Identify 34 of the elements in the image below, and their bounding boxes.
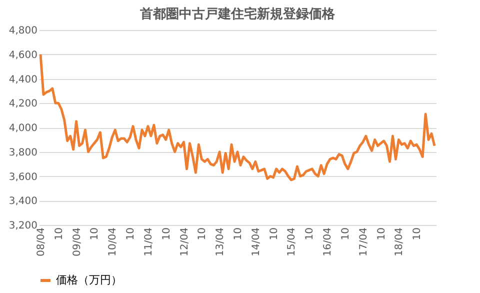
x-tick-label: 10 xyxy=(126,228,137,240)
y-tick-label: 4,000 xyxy=(8,123,38,134)
y-tick-label: 3,600 xyxy=(8,172,38,183)
line-series xyxy=(39,53,436,182)
y-tick-label: 4,200 xyxy=(8,98,38,110)
x-tick-label: 10 xyxy=(197,228,208,240)
y-tick-label: 3,400 xyxy=(8,196,38,208)
x-tick-label: 12/04 xyxy=(179,228,190,256)
x-tick-label: 10 xyxy=(340,228,352,240)
y-tick-label: 3,200 xyxy=(8,220,38,232)
x-tick-label: 10/04 xyxy=(108,228,119,256)
x-tick-label: 10 xyxy=(412,228,424,240)
x-tick-label: 15/04 xyxy=(286,228,298,256)
x-tick-label: 10 xyxy=(233,228,244,240)
x-tick-label: 10 xyxy=(90,228,101,240)
y-tick-label: 4,800 xyxy=(8,26,38,36)
y-tick-label: 4,400 xyxy=(8,74,38,86)
x-tick-label: 17/04 xyxy=(358,228,370,256)
y-tick-label: 3,800 xyxy=(8,147,38,158)
x-tick-label: 10 xyxy=(304,228,316,240)
x-tick-label: 10 xyxy=(376,228,388,240)
x-tick-label: 18/04 xyxy=(394,228,406,256)
y-tick-label: 4,600 xyxy=(8,50,38,61)
x-tick-label: 11/04 xyxy=(143,228,154,256)
x-tick-label: 10 xyxy=(161,228,172,240)
chart-title: 首都圏中古戸建住宅新規登録価格 xyxy=(139,6,336,22)
x-tick-label: 13/04 xyxy=(215,228,226,256)
x-tick-label: 08/04 xyxy=(36,228,47,256)
x-tick-label: 14/04 xyxy=(250,228,262,256)
x-tick-label: 10 xyxy=(54,228,65,240)
legend-label: 価格（万円） xyxy=(56,274,122,286)
x-tick-label: 09/04 xyxy=(72,228,83,256)
x-tick-label: 16/04 xyxy=(322,228,334,256)
x-tick-label: 10 xyxy=(268,228,280,240)
